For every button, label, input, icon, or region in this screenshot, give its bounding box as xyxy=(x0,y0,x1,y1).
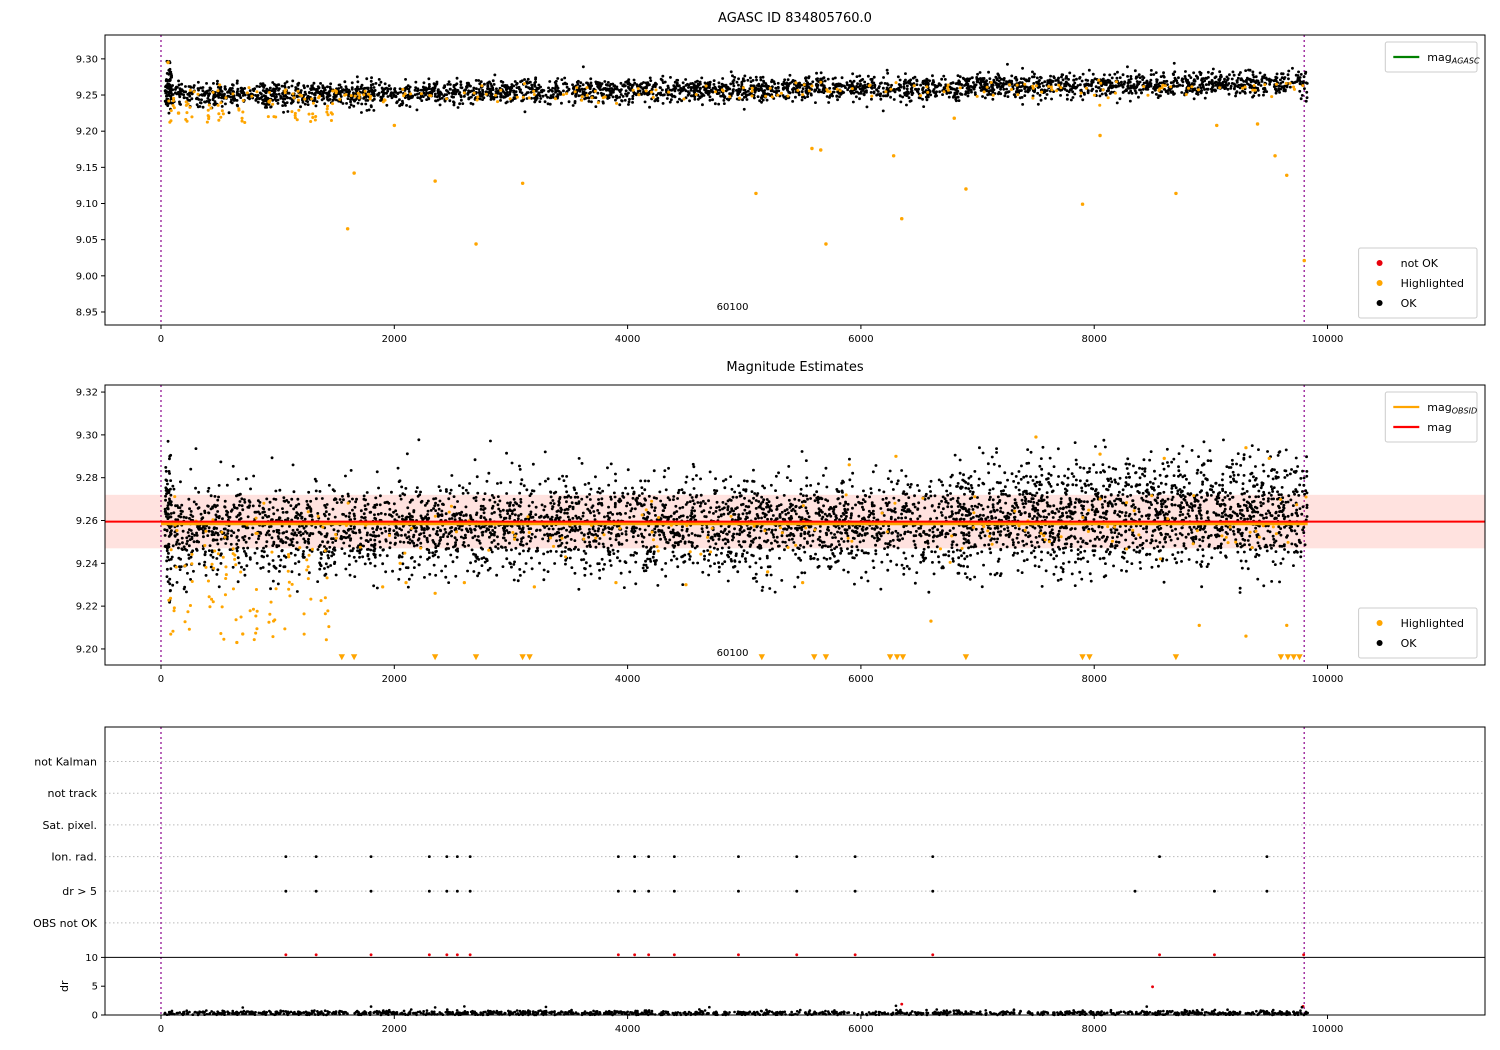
y-tick-label: 9.10 xyxy=(76,199,98,210)
dr-tick-label: 5 xyxy=(92,982,98,993)
ok-points-high-early xyxy=(164,439,172,473)
x-tick-label: 6000 xyxy=(848,674,873,685)
legend-dot-sample xyxy=(1376,640,1383,646)
x-tick-label: 10000 xyxy=(1312,674,1344,685)
legend-box xyxy=(1384,391,1478,443)
panel2-title: Magnitude Estimates xyxy=(726,360,864,375)
legend-top-right: magOBSID mag xyxy=(1384,391,1478,443)
legend-item-label: magOBSID xyxy=(1427,401,1477,416)
highlighted-early-dips xyxy=(167,98,334,124)
legend-top-right: magAGASC xyxy=(1384,41,1480,73)
y-tick-label: 9.30 xyxy=(76,54,98,65)
legend-bottom-right: Highlighted OK xyxy=(1358,607,1478,659)
highlighted-outliers xyxy=(166,60,1306,263)
legend-box xyxy=(1384,41,1478,73)
dr-tick-label: 0 xyxy=(92,1011,98,1022)
x-tick-label: 0 xyxy=(158,1024,164,1035)
dr-red-strays xyxy=(900,985,1305,1008)
y-tick-label: 9.15 xyxy=(76,163,98,174)
legend-item-label: magAGASC xyxy=(1427,51,1480,66)
x-tick-label: 10000 xyxy=(1312,334,1344,345)
y-tick-label: 9.22 xyxy=(76,602,98,613)
x-tick-label: 2000 xyxy=(382,1024,407,1035)
y-tick-label: 9.32 xyxy=(76,388,98,399)
highlighted-scatter xyxy=(235,435,1289,645)
ok-start-column xyxy=(163,453,173,604)
y-tick-label: 9.05 xyxy=(76,235,98,246)
y-tick-label: 8.95 xyxy=(76,307,98,318)
panel-2: 0 2000 4000 6000 8000 10000 9.20 9.22 9.24 9.26 9.… xyxy=(76,384,1486,685)
category-label: not track xyxy=(47,787,97,800)
y-tick-label: 9.20 xyxy=(76,644,98,655)
y-tick-label: 9.30 xyxy=(76,430,98,441)
axes-frame xyxy=(104,34,1486,326)
y-tick-label: 9.20 xyxy=(76,127,98,138)
obsid-annotation: 60100 xyxy=(717,302,749,313)
panel-1: 0 2000 4000 6000 8000 10000 8.95 9.00 9.05 9.10 9.… xyxy=(76,34,1486,345)
panel1-title: AGASC ID 834805760.0 xyxy=(718,11,872,26)
legend-dot-sample xyxy=(1376,620,1383,626)
ok-points-low-tail xyxy=(171,543,1303,594)
axes-frame xyxy=(104,384,1486,666)
y-tick-label: 9.28 xyxy=(76,473,98,484)
legend-item-label: OK xyxy=(1401,637,1418,650)
dr-tick-label: 10 xyxy=(85,953,98,964)
x-tick-label: 6000 xyxy=(848,334,873,345)
ok-start-column xyxy=(163,59,173,115)
x-tick-label: 2000 xyxy=(382,334,407,345)
x-tick-label: 0 xyxy=(158,334,164,345)
axes-frame xyxy=(104,726,1486,1016)
x-tick-label: 8000 xyxy=(1081,1024,1106,1035)
ok-points-upper-late xyxy=(953,438,1309,518)
legend-item-label: Highlighted xyxy=(1401,617,1464,630)
category-label: OBS not OK xyxy=(33,917,98,930)
dr-values xyxy=(163,1008,1309,1017)
y-axis-label: dr xyxy=(58,980,71,992)
ok-points xyxy=(164,61,1309,115)
dr-spikes xyxy=(241,1004,1304,1009)
x-tick-label: 4000 xyxy=(615,1024,640,1035)
legend-item-label: OK xyxy=(1401,297,1418,310)
legend-dot-sample xyxy=(1376,300,1383,306)
x-tick-label: 4000 xyxy=(615,674,640,685)
x-tick-label: 6000 xyxy=(848,1024,873,1035)
y-tick-label: 9.00 xyxy=(76,271,98,282)
category-label: dr > 5 xyxy=(62,885,97,898)
legend-box xyxy=(1358,607,1478,659)
x-tick-label: 8000 xyxy=(1081,334,1106,345)
category-label: Sat. pixel. xyxy=(42,819,97,832)
legend-bottom-right: not OK Highlighted OK xyxy=(1358,247,1478,319)
x-tick-label: 4000 xyxy=(615,334,640,345)
panel-3: 0 2000 4000 6000 8000 10000 not Kalman not trac… xyxy=(33,726,1486,1035)
category-label: not Kalman xyxy=(34,756,97,769)
legend-item-label: not OK xyxy=(1401,257,1439,270)
x-tick-label: 8000 xyxy=(1081,674,1106,685)
category-label: Ion. rad. xyxy=(51,851,97,864)
y-tick-label: 9.26 xyxy=(76,516,98,527)
legend-dot-sample xyxy=(1376,280,1383,286)
x-tick-label: 10000 xyxy=(1312,1024,1344,1035)
x-tick-label: 0 xyxy=(158,674,164,685)
legend-dot-sample xyxy=(1376,260,1383,266)
legend-box xyxy=(1358,247,1478,319)
obsid-annotation: 60100 xyxy=(717,648,749,659)
highlighted-early xyxy=(167,547,331,642)
y-tick-label: 9.25 xyxy=(76,91,98,102)
legend-item-label: mag xyxy=(1427,421,1451,434)
x-tick-label: 2000 xyxy=(382,674,407,685)
clipped-low-markers xyxy=(338,654,1303,661)
highlighted-band xyxy=(172,78,1305,107)
y-tick-label: 9.24 xyxy=(76,559,98,570)
legend-item-label: Highlighted xyxy=(1401,277,1464,290)
